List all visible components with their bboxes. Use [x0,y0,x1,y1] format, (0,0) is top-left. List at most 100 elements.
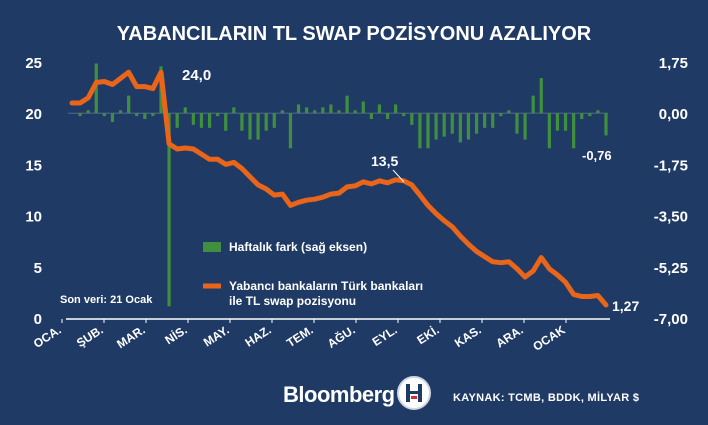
x-tick-label: KAS. [452,323,484,350]
bar [483,113,487,128]
bar [353,110,357,114]
bar [151,113,155,117]
bar [418,113,422,149]
source-text: KAYNAK: TCMB, BDDK, MİLYAR $ [453,392,640,404]
annotation-midyear-value: 13,5 [371,153,398,169]
bar [547,113,551,149]
x-tick-label: TEM. [284,323,316,350]
bar [466,113,471,140]
bar [588,113,592,117]
bar [426,113,430,149]
ht-logo-icon [397,376,431,410]
bar [118,110,123,114]
chart-title: YABANCILARIN TL SWAP POZİSYONU AZALIYOR [117,22,592,45]
x-tick-label: EKİ. [414,322,442,347]
bar [377,104,382,114]
bar [442,113,446,137]
bar [385,113,390,120]
bar [474,113,479,134]
left-axis-tick-label: 5 [34,260,42,277]
legend-line-label-1: Yabancı bankaların Türk bankaları [229,279,423,293]
bar [183,107,187,114]
bar [216,113,220,117]
left-axis-tick-label: 10 [25,209,42,226]
bar [272,113,276,128]
bar [580,113,584,120]
bar [288,113,293,149]
bar [305,107,309,114]
bar [167,113,171,307]
bar [296,104,301,114]
bar [361,101,365,114]
bar [596,110,600,114]
annotation-last-line-value: 1,27 [612,298,639,314]
x-tick-label: ARA. [493,323,525,351]
right-axis-tick-label: 1,75 [659,55,688,72]
bar [280,110,284,114]
annotation-peak-value: 24,0 [182,67,211,84]
bar [394,104,398,114]
x-tick-label: AĞU. [324,322,357,351]
bar [94,63,98,114]
legend-bar-label: Haftalık fark (sağ eksen) [229,240,367,254]
bar [450,113,454,134]
left-axis-tick-label: 0 [34,311,42,328]
bar [369,113,373,120]
bar [434,113,438,140]
bar [539,78,543,114]
annotation-leader-line [392,169,405,183]
bar [402,113,406,117]
bar [531,95,535,114]
bar [191,113,195,125]
legend-bar-swatch [203,242,221,252]
brand-logo-text: Bloomberg [283,382,395,407]
bar [555,113,560,131]
chart-svg: YABANCILARIN TL SWAP POZİSYONU AZALIYOR 0… [25,22,688,354]
bar [604,113,608,136]
bar [127,95,131,114]
right-axis-tick-label: 0,00 [659,106,688,123]
left-axis-tick-label: 15 [25,157,42,174]
right-axis-tick-label: -3,50 [654,209,688,226]
bar [329,104,333,114]
bar [491,113,495,128]
bar [458,113,462,143]
bar [507,110,511,114]
bar [135,113,139,117]
x-tick-label: OCAK [530,323,568,354]
x-tick-label: MAR. [114,323,147,351]
bar [256,113,260,140]
bar [240,113,244,131]
bar [175,113,179,128]
bar [321,107,325,114]
x-tick-label: HAZ. [243,323,274,350]
bar [102,113,106,117]
bar [199,113,204,128]
right-axis-tick-label: -5,25 [654,260,688,277]
bar [345,95,349,114]
bar [410,113,414,125]
x-tick-label: MAY. [201,323,232,350]
bar [110,113,115,122]
annotation-last-bar-value: -0,76 [582,148,612,163]
annotation-last-data-date: Son veri: 21 Ocak [60,294,153,306]
bar [499,113,503,117]
bar [572,113,576,149]
x-tick-label: ŞUB. [74,323,106,350]
right-axis-tick-label: -7,00 [654,311,688,328]
bar [313,110,317,114]
bar [224,113,228,131]
x-tick-label: EYL. [370,323,400,349]
bar [143,113,147,120]
bar [264,113,268,131]
bar [248,113,252,140]
bar [563,113,568,131]
bar [515,113,519,134]
bar [523,113,527,140]
x-tick-label: NİS. [162,322,190,347]
bar [207,113,212,128]
bar [337,110,341,114]
bar [232,107,236,114]
line-series [69,69,609,308]
